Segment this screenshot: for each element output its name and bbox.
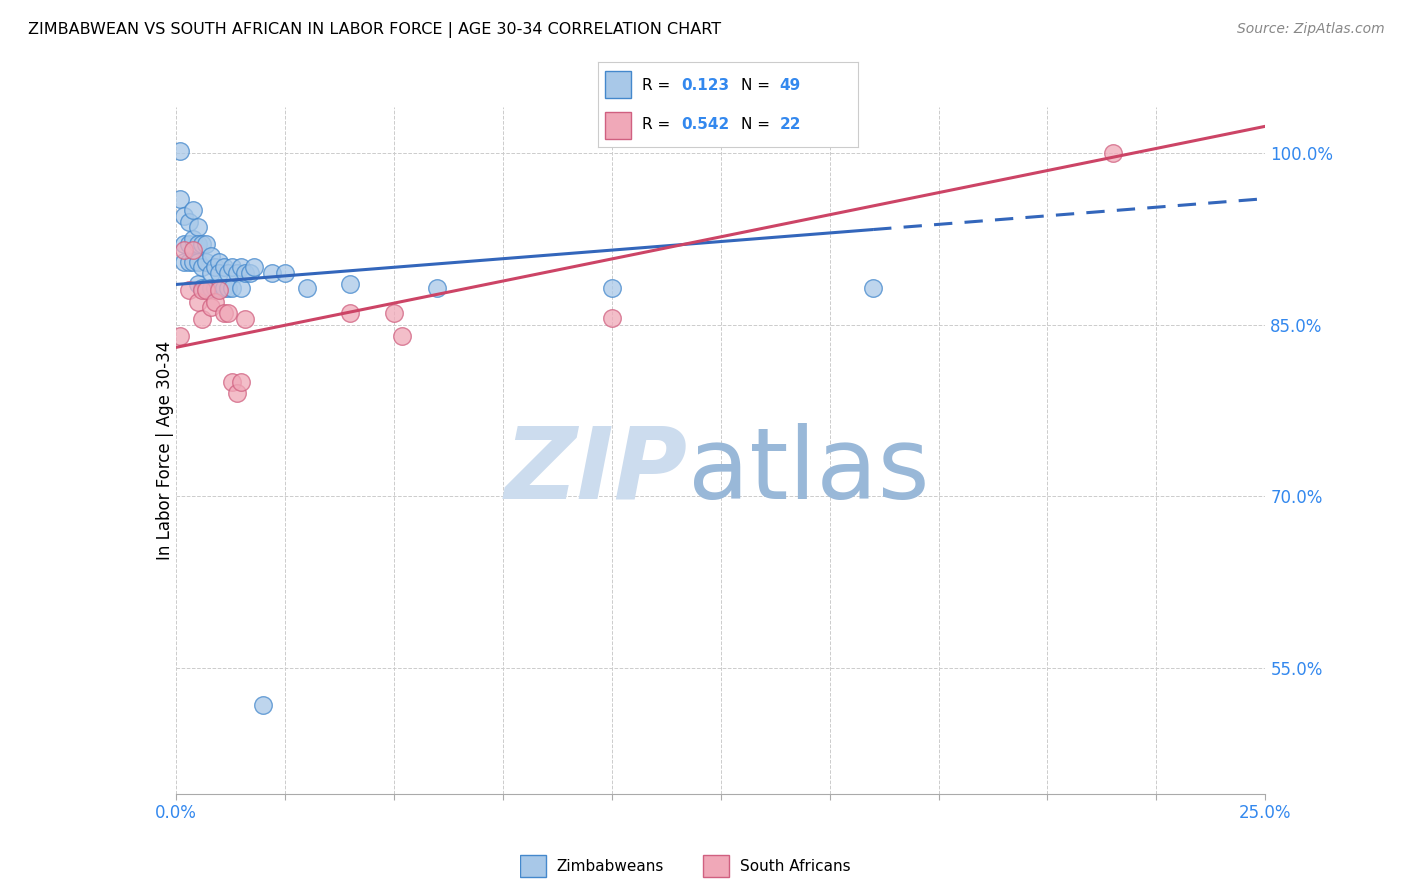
Point <box>186 254 209 268</box>
Point <box>191 311 214 326</box>
Text: Source: ZipAtlas.com: Source: ZipAtlas.com <box>1237 22 1385 37</box>
Point <box>169 144 191 158</box>
Point <box>173 209 195 223</box>
Point <box>177 254 200 268</box>
Point <box>231 260 253 275</box>
Point <box>195 237 218 252</box>
Point <box>221 375 243 389</box>
Point <box>181 243 204 257</box>
Point <box>217 281 239 295</box>
Point <box>204 260 226 275</box>
Point <box>231 375 253 389</box>
Point <box>208 283 231 297</box>
Point <box>173 237 195 252</box>
Point <box>195 254 218 268</box>
Point <box>200 281 222 295</box>
Point <box>177 214 200 228</box>
Text: atlas: atlas <box>688 423 929 519</box>
Point <box>382 306 405 320</box>
Text: South Africans: South Africans <box>740 859 851 873</box>
Bar <box>520 855 546 878</box>
Point <box>225 266 247 280</box>
Point <box>212 260 235 275</box>
Point <box>339 306 361 320</box>
Point <box>200 301 222 315</box>
Point <box>169 192 191 206</box>
Point <box>221 260 243 275</box>
Point <box>239 266 262 280</box>
Point <box>600 310 623 325</box>
Point <box>1102 145 1125 160</box>
Point <box>181 254 204 268</box>
Text: 22: 22 <box>779 117 801 132</box>
Point <box>231 281 253 295</box>
Point <box>243 260 266 275</box>
Text: Zimbabweans: Zimbabweans <box>557 859 664 873</box>
Point <box>186 277 209 292</box>
Point <box>208 281 231 295</box>
Point <box>235 266 257 280</box>
Text: ZIP: ZIP <box>505 423 688 519</box>
Point <box>181 232 204 246</box>
Point <box>862 281 884 295</box>
Point <box>173 254 195 268</box>
Text: ZIMBABWEAN VS SOUTH AFRICAN IN LABOR FORCE | AGE 30-34 CORRELATION CHART: ZIMBABWEAN VS SOUTH AFRICAN IN LABOR FOR… <box>28 22 721 38</box>
Point <box>191 283 214 297</box>
Point <box>391 329 413 343</box>
Bar <box>606 112 631 139</box>
Point <box>177 237 200 252</box>
Point <box>217 306 239 320</box>
Point <box>177 283 200 297</box>
Point <box>173 243 195 257</box>
Point <box>260 266 283 280</box>
Text: R =: R = <box>641 78 675 93</box>
Point <box>195 281 218 295</box>
Text: 49: 49 <box>779 78 801 93</box>
Point <box>191 260 214 275</box>
Point <box>191 281 214 295</box>
Text: N =: N = <box>741 78 775 93</box>
Point <box>221 281 243 295</box>
Text: 0.123: 0.123 <box>681 78 728 93</box>
Point <box>204 281 226 295</box>
Text: N =: N = <box>741 117 775 132</box>
Point <box>212 281 235 295</box>
Point <box>191 237 214 252</box>
Point <box>274 266 297 280</box>
Y-axis label: In Labor Force | Age 30-34: In Labor Force | Age 30-34 <box>156 341 173 560</box>
Point <box>295 281 318 295</box>
Point <box>204 294 226 309</box>
Bar <box>703 855 728 878</box>
Point <box>200 249 222 263</box>
Point <box>212 306 235 320</box>
Point <box>186 220 209 235</box>
Text: R =: R = <box>641 117 675 132</box>
Point <box>252 698 274 712</box>
Point <box>195 283 218 297</box>
Point <box>186 237 209 252</box>
Point <box>181 203 204 218</box>
Point <box>217 266 239 280</box>
Point <box>208 266 231 280</box>
Point <box>200 266 222 280</box>
Point <box>426 281 449 295</box>
Point <box>339 277 361 292</box>
Point <box>186 294 209 309</box>
Point <box>208 254 231 268</box>
Point <box>169 329 191 343</box>
Point <box>600 281 623 295</box>
Text: 0.542: 0.542 <box>681 117 730 132</box>
Point <box>225 386 247 401</box>
Point <box>235 311 257 326</box>
Bar <box>606 71 631 98</box>
